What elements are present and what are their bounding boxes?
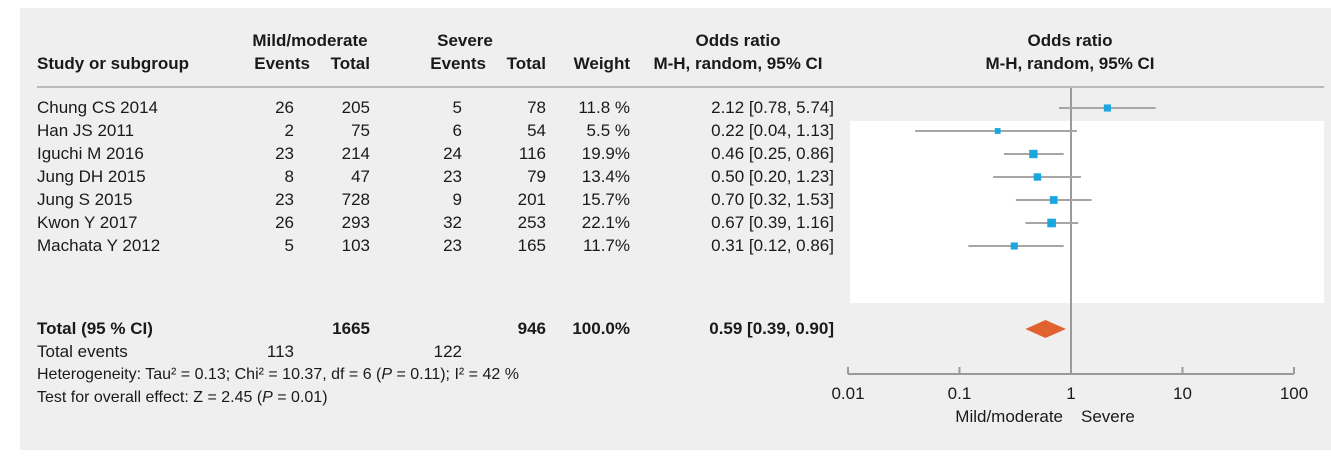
heterogeneity-p-value: = 0.11); I² = 42 % bbox=[392, 366, 519, 383]
study-name: Chung CS 2014 bbox=[37, 98, 158, 117]
weight-cell: 22.1% bbox=[581, 213, 630, 232]
group2-header: Severe bbox=[437, 31, 493, 50]
weight-cell: 11.7% bbox=[583, 236, 630, 255]
or-cell: 0.46 [0.25, 0.86] bbox=[711, 144, 834, 163]
pooled-diamond bbox=[1025, 320, 1066, 338]
point-estimate bbox=[1047, 218, 1056, 228]
total-events1: 113 bbox=[266, 342, 294, 361]
study-name: Jung S 2015 bbox=[37, 190, 133, 209]
left-direction-label: Mild/moderate bbox=[955, 407, 1063, 426]
or-column-title: Odds ratio bbox=[695, 31, 781, 50]
point-estimate bbox=[994, 128, 1001, 134]
total-events2: 122 bbox=[433, 342, 462, 361]
events2-header: Events bbox=[430, 54, 486, 73]
weight-cell: 13.4% bbox=[581, 167, 630, 186]
point-estimate bbox=[1010, 242, 1018, 250]
study-name: Kwon Y 2017 bbox=[37, 213, 138, 232]
events1-cell: 26 bbox=[275, 213, 294, 232]
events2-cell: 24 bbox=[443, 144, 462, 163]
or-cell: 0.31 [0.12, 0.86] bbox=[711, 236, 834, 255]
or-cell: 2.12 [0.78, 5.74] bbox=[711, 98, 834, 117]
header-rule bbox=[37, 86, 1324, 88]
total2-cell: 253 bbox=[517, 213, 546, 232]
total1-cell: 293 bbox=[341, 213, 370, 232]
events2-cell: 9 bbox=[452, 190, 462, 209]
plot-title: Odds ratio bbox=[1027, 31, 1113, 50]
study-name: Machata Y 2012 bbox=[37, 236, 161, 255]
or-cell: 0.22 [0.04, 1.13] bbox=[711, 121, 834, 140]
total1-cell: 75 bbox=[351, 121, 370, 140]
total1-cell: 47 bbox=[351, 167, 370, 186]
events1-cell: 2 bbox=[284, 121, 294, 140]
total-label: Total (95 % CI) bbox=[37, 319, 153, 338]
weight-cell: 5.5 % bbox=[586, 121, 630, 140]
total2-cell: 201 bbox=[517, 190, 546, 209]
group1-header: Mild/moderate bbox=[252, 31, 368, 50]
events1-cell: 23 bbox=[275, 144, 294, 163]
total1-cell: 214 bbox=[341, 144, 370, 163]
heterogeneity-text: Heterogeneity: Tau² = 0.13; Chi² = 10.37… bbox=[37, 365, 519, 385]
plot-method: M-H, random, 95% CI bbox=[985, 54, 1155, 73]
total-or: 0.59 [0.39, 0.90] bbox=[709, 319, 834, 338]
events1-cell: 26 bbox=[275, 98, 294, 117]
overall-effect-text: Test for overall effect: Z = 2.45 (P = 0… bbox=[37, 388, 328, 408]
events2-cell: 32 bbox=[443, 213, 462, 232]
weight-cell: 19.9% bbox=[581, 144, 630, 163]
total2-cell: 78 bbox=[527, 98, 546, 117]
x-tick-label: 100 bbox=[1280, 384, 1308, 403]
or-cell: 0.67 [0.39, 1.16] bbox=[711, 213, 834, 232]
events2-cell: 6 bbox=[452, 121, 462, 140]
point-estimate bbox=[1033, 173, 1042, 181]
forest-plot-svg: 0.01 0.1 1 10 100 Mild/moderate Severe bbox=[831, 88, 1308, 426]
point-estimate bbox=[1029, 149, 1038, 159]
weight-header: Weight bbox=[573, 54, 630, 73]
or-cell: 0.70 [0.32, 1.53] bbox=[711, 190, 834, 209]
study-column-header: Study or subgroup bbox=[37, 54, 190, 73]
total2-cell: 116 bbox=[518, 144, 546, 163]
total2-header: Total bbox=[506, 54, 546, 73]
events1-cell: 5 bbox=[284, 236, 294, 255]
weight-cell: 15.7% bbox=[581, 190, 630, 209]
study-name: Iguchi M 2016 bbox=[37, 144, 144, 163]
overall-p-symbol: P bbox=[262, 389, 273, 406]
total1-header: Total bbox=[330, 54, 370, 73]
study-name: Han JS 2011 bbox=[37, 121, 135, 140]
total2-cell: 79 bbox=[527, 167, 546, 186]
point-estimate bbox=[1103, 104, 1111, 112]
events2-cell: 5 bbox=[452, 98, 462, 117]
total1-cell: 728 bbox=[341, 190, 370, 209]
total-n1: 1665 bbox=[332, 319, 370, 338]
point-estimate bbox=[1049, 196, 1058, 204]
total-weight: 100.0% bbox=[572, 319, 630, 338]
heterogeneity-prefix: Heterogeneity: Tau² = 0.13; Chi² = 10.37… bbox=[37, 366, 382, 383]
overall-p-value: = 0.01) bbox=[272, 389, 328, 406]
right-direction-label: Severe bbox=[1081, 407, 1135, 426]
or-cell: 0.50 [0.20, 1.23] bbox=[711, 167, 834, 186]
overall-prefix: Test for overall effect: Z = 2.45 ( bbox=[37, 389, 263, 406]
total1-cell: 205 bbox=[341, 98, 370, 117]
x-tick-label: 1 bbox=[1066, 384, 1075, 403]
events1-header: Events bbox=[254, 54, 310, 73]
total-events-label: Total events bbox=[37, 342, 128, 361]
x-tick-label: 0.01 bbox=[831, 384, 864, 403]
total1-cell: 103 bbox=[341, 236, 370, 255]
events1-cell: 8 bbox=[284, 167, 294, 186]
events1-cell: 23 bbox=[275, 190, 294, 209]
total2-cell: 165 bbox=[517, 236, 546, 255]
study-name: Jung DH 2015 bbox=[37, 167, 146, 186]
x-tick-label: 10 bbox=[1173, 384, 1192, 403]
weight-cell: 11.8 % bbox=[578, 98, 630, 117]
forest-plot-area bbox=[850, 121, 1324, 303]
heterogeneity-p-symbol: P bbox=[381, 366, 393, 383]
or-column-method: M-H, random, 95% CI bbox=[653, 54, 823, 73]
x-tick-label: 0.1 bbox=[948, 384, 972, 403]
total-n2: 946 bbox=[517, 319, 546, 338]
events2-cell: 23 bbox=[443, 236, 462, 255]
forest-plot-figure: Mild/moderate Severe Study or subgroup E… bbox=[20, 8, 1331, 450]
events2-cell: 23 bbox=[443, 167, 462, 186]
total2-cell: 54 bbox=[527, 121, 546, 140]
